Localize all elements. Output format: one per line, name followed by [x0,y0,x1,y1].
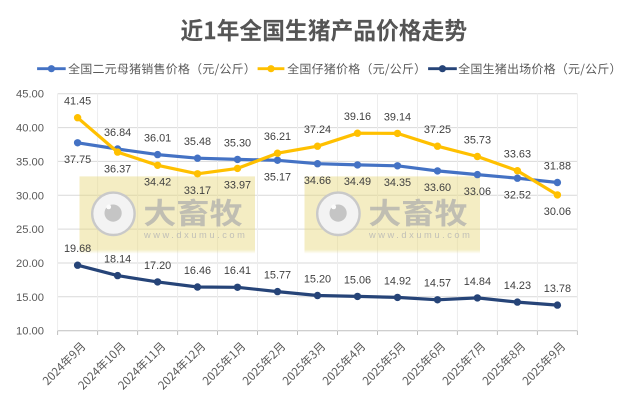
svg-text:14.92: 14.92 [384,275,411,287]
svg-text:15.06: 15.06 [344,274,371,286]
svg-text:14.23: 14.23 [504,280,531,292]
svg-text:34.35: 34.35 [384,177,411,189]
svg-text:33.97: 33.97 [224,180,251,192]
svg-text:15.20: 15.20 [304,273,331,285]
svg-text:33.17: 33.17 [184,185,211,197]
svg-text:35.73: 35.73 [464,134,491,146]
svg-text:34.42: 34.42 [144,177,171,189]
svg-text:www.dxumu.com: www.dxumu.com [368,230,472,240]
svg-text:32.52: 32.52 [504,189,531,201]
svg-text:39.14: 39.14 [384,111,411,123]
svg-text:13.78: 13.78 [544,283,571,295]
svg-text:30.00: 30.00 [16,190,44,202]
svg-text:36.84: 36.84 [104,127,131,139]
svg-text:36.01: 36.01 [144,133,171,145]
svg-text:45.00: 45.00 [16,89,44,101]
svg-text:33.60: 33.60 [424,182,451,194]
svg-text:37.75: 37.75 [64,154,91,166]
svg-text:14.84: 14.84 [464,276,491,288]
svg-text:25.00: 25.00 [16,224,44,236]
svg-text:34.66: 34.66 [304,175,331,187]
svg-text:www.dxumu.com: www.dxumu.com [143,230,247,240]
svg-text:20.00: 20.00 [16,258,44,270]
svg-text:10.00: 10.00 [16,326,44,338]
svg-text:34.49: 34.49 [344,176,371,188]
svg-text:33.63: 33.63 [504,149,531,161]
svg-text:17.20: 17.20 [144,260,171,272]
svg-text:19.68: 19.68 [64,243,91,255]
svg-text:36.21: 36.21 [264,131,291,143]
svg-text:30.06: 30.06 [544,206,571,218]
svg-text:39.16: 39.16 [344,111,371,123]
svg-text:33.06: 33.06 [464,186,491,198]
svg-text:35.48: 35.48 [184,136,211,148]
svg-text:15.00: 15.00 [16,292,44,304]
svg-text:16.41: 16.41 [224,265,251,277]
svg-text:35.30: 35.30 [224,137,251,149]
svg-text:37.24: 37.24 [304,124,331,136]
svg-text:41.45: 41.45 [64,96,91,108]
svg-text:14.57: 14.57 [424,278,451,290]
svg-text:35.00: 35.00 [16,156,44,168]
svg-text:37.25: 37.25 [424,124,451,136]
svg-text:15.77: 15.77 [264,270,291,282]
svg-text:31.88: 31.88 [544,160,571,172]
svg-text:36.37: 36.37 [104,163,131,175]
svg-text:18.14: 18.14 [104,254,131,266]
svg-text:16.46: 16.46 [184,265,211,277]
svg-text:40.00: 40.00 [16,123,44,135]
svg-text:35.17: 35.17 [264,172,291,184]
